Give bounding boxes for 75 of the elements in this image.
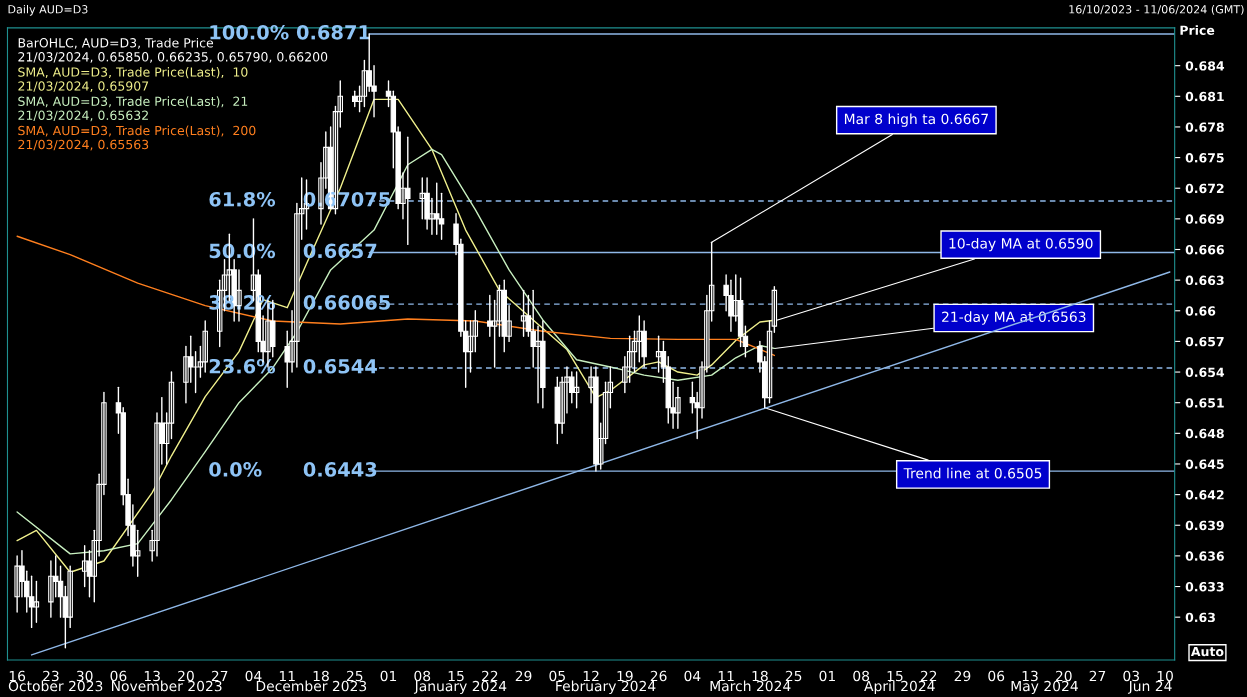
x-tick-label: 04 [245, 670, 262, 682]
y-tick-label: 0.633 [1185, 582, 1224, 592]
x-tick-label: 20 [178, 670, 194, 682]
x-tick-label: 18 [313, 670, 329, 682]
y-tick-label: 0.642 [1185, 490, 1224, 500]
chart-title: Daily AUD=D3 [8, 4, 88, 16]
y-tick-label: 0.678 [1185, 122, 1224, 132]
x-tick-label: 23 [43, 670, 59, 682]
y-tick-label: 0.66 [1185, 306, 1216, 316]
text: Auto [1190, 646, 1224, 657]
x2-tick-label: November 2023 [112, 680, 222, 692]
x-tick-label: 27 [211, 670, 228, 682]
x-tick-label: 26 [650, 670, 667, 682]
y-tick-label: 0.63 [1185, 612, 1215, 623]
x2-tick-label: December 2023 [256, 680, 367, 692]
x-tick-label: 01 [819, 670, 835, 682]
annotation: 21-day MA at 0.6563 [942, 311, 1086, 325]
x-tick-label: 12 [583, 670, 599, 682]
x-tick-label: 03 [1123, 670, 1139, 682]
x-tick-label: 15 [448, 670, 464, 682]
x-tick-label: 04 [684, 670, 701, 682]
line-series [16, 235, 776, 357]
x-tick-label: 05 [549, 670, 565, 682]
x-tick-label: 22 [481, 670, 498, 682]
x2-tick-label: October 2023 [8, 680, 103, 692]
x-tick-label: 01 [380, 670, 397, 682]
y-tick-label: 0.648 [1185, 428, 1224, 439]
x-tick-label: 08 [414, 670, 431, 682]
x-tick-label: 11 [279, 670, 295, 682]
annotation: Mar 8 high ta 0.6667 [844, 113, 988, 127]
x-tick-label: 27 [1089, 670, 1106, 682]
y-tick-label: 0.639 [1185, 520, 1224, 531]
x2-tick-label: Jun 24 [1127, 680, 1172, 694]
chart-subtitle: 16/10/2023 - 11/06/2024 (GMT) [1069, 4, 1244, 15]
x-tick-label: 29 [515, 670, 532, 682]
x2-tick-label: February 2024 [556, 680, 656, 694]
y-axis-title: Price [1180, 25, 1215, 35]
y-tick-label: 0.681 [1185, 91, 1224, 102]
y-tick-label: 0.666 [1185, 244, 1224, 255]
y-tick-label: 0.669 [1185, 214, 1224, 224]
x2-tick-label: May 2024 [1011, 680, 1078, 694]
y-tick-label: 0.663 [1185, 275, 1224, 286]
y-tick-label: 0.657 [1185, 336, 1224, 347]
text: SMA, AUD=D3, Trade Price(Last), 10 21/03/2024, 0.65907 [18, 67, 248, 93]
ref-line-label: 0.0% 0.6443 [209, 462, 377, 477]
x-tick-label: 11 [718, 670, 734, 682]
x-tick-label: 22 [920, 670, 937, 682]
y-tick-label: 0.684 [1185, 61, 1225, 71]
y-tick-label: 0.654 [1185, 367, 1225, 377]
x-tick-label: 30 [76, 670, 93, 682]
y-tick-label: 0.651 [1185, 398, 1224, 408]
x2-tick-label: March 2024 [710, 680, 791, 692]
x-tick-label: 13 [1022, 670, 1038, 682]
x-tick-label: 25 [346, 670, 363, 682]
x-tick-label: 19 [617, 670, 633, 682]
x-tick-label: 06 [988, 670, 1005, 682]
annotation: 10-day MA at 0.6590 [949, 237, 1093, 252]
x-tick-label: 18 [752, 670, 768, 682]
x-tick-label: 10 [1157, 670, 1173, 682]
x-tick-label: 16 [9, 670, 26, 682]
x2-tick-label: January 2024 [413, 680, 507, 694]
x-tick-label: 08 [853, 670, 870, 682]
x-tick-label: 20 [1055, 670, 1072, 682]
text: SMA, AUD=D3, Trade Price(Last), 21 21/03/2024, 0.65632 [18, 96, 248, 122]
x-tick-label: 29 [954, 670, 971, 682]
y-tick-label: 0.675 [1185, 153, 1224, 163]
x-tick-label: 13 [144, 670, 160, 682]
x-tick-label: 25 [785, 670, 802, 682]
annotation: Trend line at 0.6505 [903, 467, 1042, 479]
y-tick-label: 0.645 [1185, 459, 1224, 469]
x-tick-label: 15 [887, 670, 903, 682]
y-tick-label: 0.636 [1185, 551, 1224, 561]
x-tick-label: 06 [110, 670, 127, 682]
y-tick-label: 0.672 [1185, 183, 1224, 194]
text: SMA, AUD=D3, Trade Price(Last), 200 21/03/2024, 0.65563 [18, 125, 256, 151]
